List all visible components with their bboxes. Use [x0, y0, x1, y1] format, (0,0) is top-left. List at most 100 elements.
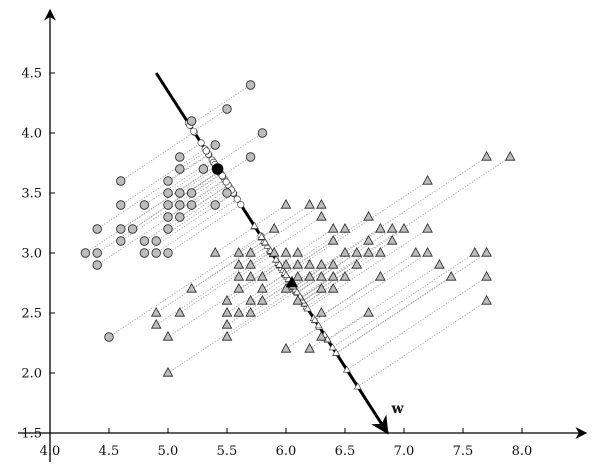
data-point-circle	[127, 224, 138, 234]
data-point-triangle	[245, 258, 256, 269]
data-point-circle	[245, 152, 256, 162]
projection-line	[132, 171, 220, 230]
projection-line	[97, 171, 220, 254]
projection-line	[193, 108, 228, 132]
projection-line	[300, 228, 405, 299]
data-point-circle	[198, 164, 209, 174]
projected-point-triangle	[328, 343, 337, 351]
data-point-triangle	[245, 270, 256, 281]
data-point-triangle	[268, 222, 280, 233]
data-point-circle	[175, 200, 185, 210]
data-point-triangle	[150, 318, 162, 329]
projection-line	[293, 252, 346, 288]
projection-line	[156, 198, 238, 254]
data-point-triangle	[386, 234, 398, 245]
y-tick-label: 4.0	[21, 127, 42, 142]
data-point-triangle	[162, 330, 174, 341]
data-point-triangle	[316, 330, 327, 341]
data-point-triangle	[304, 198, 315, 209]
x-tick-label: 4.0	[40, 444, 61, 459]
data-point-triangle	[422, 222, 433, 233]
projection-line	[332, 252, 475, 348]
data-point-circle	[92, 260, 102, 270]
projection-line	[179, 176, 223, 206]
projection-line	[238, 237, 263, 254]
data-point-triangle	[233, 258, 245, 269]
projection-line	[357, 300, 487, 387]
data-point-circle	[163, 212, 173, 222]
data-point-triangle	[304, 270, 315, 281]
projected-point-triangle	[353, 382, 362, 390]
projection-line	[238, 279, 290, 314]
data-point-triangle	[280, 258, 292, 269]
mean-marker-circle	[211, 163, 224, 175]
data-point-triangle	[386, 222, 398, 233]
data-point-circle	[163, 200, 173, 210]
data-point-circle	[92, 224, 102, 234]
data-point-triangle	[327, 270, 339, 281]
x-tick-label: 6.0	[276, 444, 297, 459]
data-point-triangle	[504, 150, 516, 161]
data-point-triangle	[410, 246, 422, 257]
projection-line	[254, 204, 287, 227]
data-point-circle	[210, 200, 220, 210]
data-point-triangle	[292, 246, 304, 257]
projection-line	[285, 180, 428, 276]
data-point-circle	[175, 164, 185, 174]
y-tick-label: 2.5	[21, 307, 42, 322]
projection-line	[156, 240, 265, 314]
data-point-triangle	[375, 222, 386, 233]
data-point-circle	[175, 188, 185, 198]
data-point-triangle	[375, 270, 386, 281]
y-tick-label: 3.0	[21, 247, 42, 262]
data-point-triangle	[280, 342, 292, 353]
projection-line	[203, 161, 214, 170]
data-point-circle	[151, 248, 161, 258]
class-means	[211, 163, 299, 288]
data-point-triangle	[481, 246, 492, 257]
data-point-triangle	[209, 246, 221, 257]
projection-line	[191, 173, 222, 194]
data-point-circle	[116, 200, 126, 210]
projection-line	[189, 84, 251, 126]
mean-marker-triangle	[285, 276, 299, 288]
data-point-triangle	[304, 258, 315, 269]
projection-line	[284, 240, 334, 274]
data-point-triangle	[316, 306, 327, 317]
data-point-triangle	[481, 294, 492, 305]
data-point-circle	[151, 236, 161, 246]
data-point-circle	[245, 80, 256, 90]
data-point-circle	[163, 248, 173, 258]
projection-line	[264, 204, 322, 243]
x-tick-label: 5.5	[217, 444, 238, 459]
projected-point-circle	[197, 139, 205, 147]
projected-point-triangle	[314, 321, 323, 329]
projected-point-circle	[202, 147, 210, 155]
data-point-triangle	[233, 282, 245, 293]
data-point-triangle	[221, 318, 233, 329]
data-point-circle	[116, 176, 126, 186]
projection-line	[297, 252, 357, 293]
data-point-triangle	[339, 246, 351, 257]
data-point-circle	[222, 188, 232, 198]
projection-line	[167, 179, 225, 218]
axes: 4.0 4.5 5.0 5.5 6.0 6.5 7.0 7.5 8.0 1.5 2.0 2.5 3.0 3…	[18, 8, 588, 462]
data-point-triangle	[363, 234, 374, 245]
projection-line	[97, 179, 226, 266]
data-point-triangle	[245, 294, 256, 305]
projected-point-triangle	[332, 348, 341, 356]
data-point-triangle	[422, 246, 433, 257]
projected-point-triangle	[257, 232, 266, 240]
data-point-circle	[104, 332, 114, 342]
projection-line	[120, 148, 206, 206]
projection-line	[318, 252, 428, 326]
projection-line	[120, 131, 195, 182]
projected-point-circle	[222, 178, 230, 186]
data-point-triangle	[280, 246, 292, 257]
projected-point-triangle	[261, 238, 269, 246]
data-point-circle	[186, 116, 197, 126]
projection-line	[179, 184, 229, 218]
data-point-triangle	[233, 306, 245, 317]
data-point-triangle	[174, 306, 186, 317]
projection-line	[120, 173, 222, 242]
